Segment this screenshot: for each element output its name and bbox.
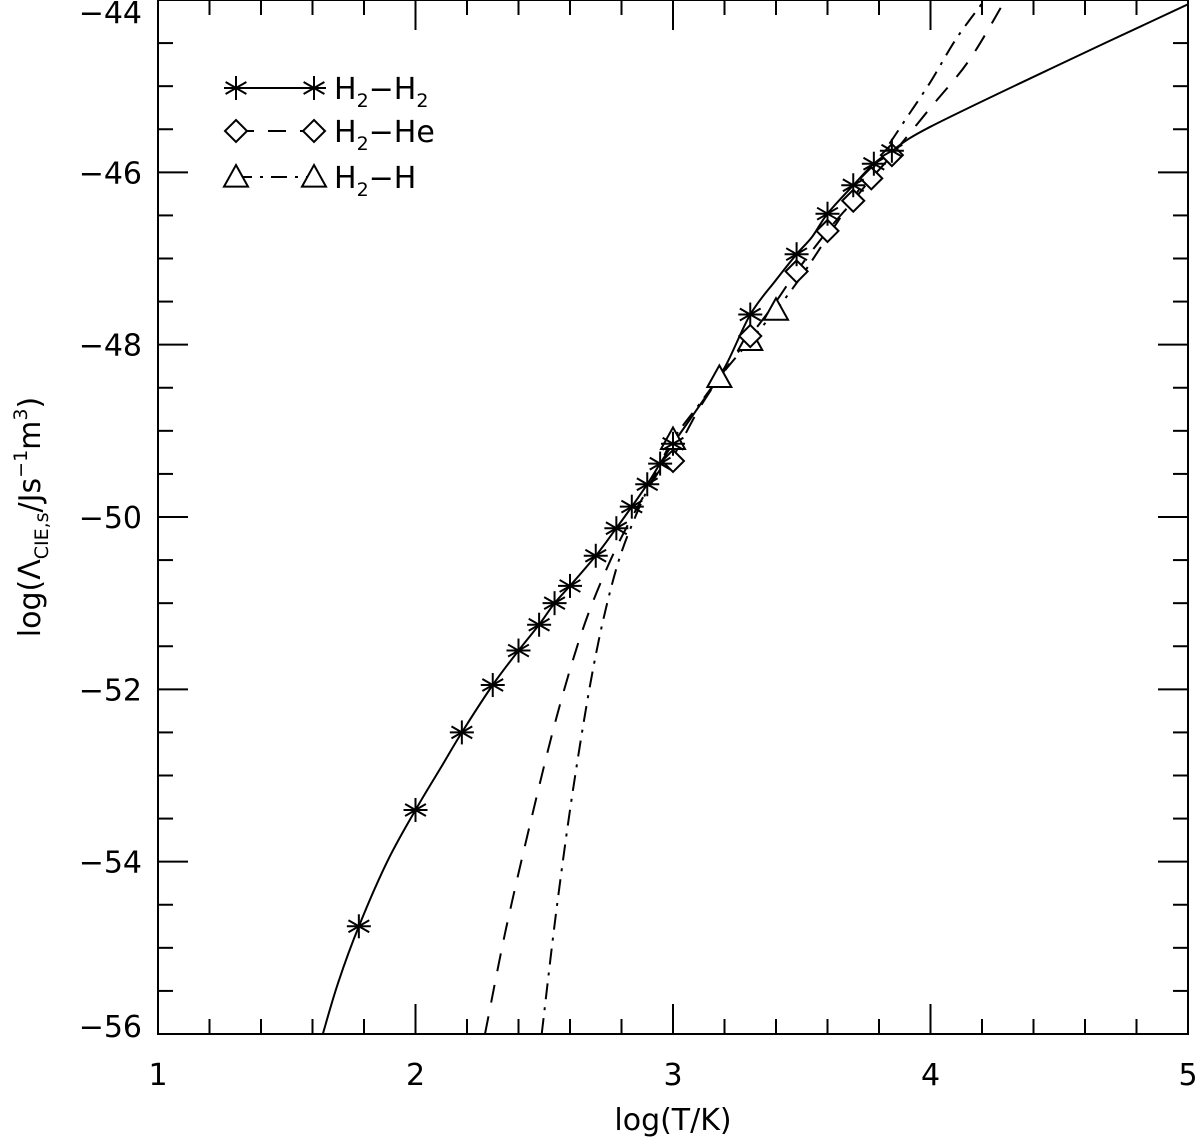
data-point-h2h2 (583, 543, 608, 568)
data-point-h2h2 (841, 173, 866, 198)
data-point-h2he (737, 323, 763, 349)
series-marks (321, 0, 1188, 1034)
legend-label-h2-he: H2−He (334, 115, 435, 155)
data-point-h2h2 (861, 151, 886, 176)
legend-marker-h2h2 (302, 76, 326, 100)
data-point-h2he (784, 259, 810, 284)
y-tick-label: −46 (79, 156, 142, 191)
x-tick-label: 1 (148, 1058, 167, 1093)
axis-ticks: 1 2 3 4 5 −56 −54 −52 −50 −48 −46 −44 (79, 0, 1198, 1093)
legend-entry-h2-he: H2−He (223, 115, 435, 155)
y-tick-label: −54 (79, 846, 142, 881)
data-point-h2h2 (784, 242, 809, 267)
data-point-h2h2 (558, 573, 582, 598)
legend-marker-h2h (222, 162, 250, 188)
data-point-h2h (705, 363, 734, 389)
data-point-h2h2 (542, 591, 567, 616)
series-line-h2he (484, 0, 1007, 1034)
legend-label-h2-h: H2−H (334, 161, 416, 201)
x-tick-label: 3 (663, 1058, 682, 1093)
plot-frame (157, 0, 1189, 1035)
data-point-h2h2 (648, 451, 673, 476)
data-point-h2h2 (619, 494, 644, 519)
y-tick-label: −48 (79, 329, 142, 364)
data-point-h2he (858, 165, 884, 191)
x-tick-label: 2 (406, 1058, 425, 1093)
data-point-h2h2 (346, 914, 371, 939)
data-point-h2h2 (403, 797, 428, 822)
data-point-h2h2 (815, 201, 840, 226)
data-point-h2he (660, 448, 686, 474)
legend-marker-h2h (300, 162, 328, 188)
y-tick-label: −50 (79, 501, 142, 536)
y-tick-label: −44 (79, 0, 142, 31)
series-line-h2h2 (321, 3, 1188, 1034)
data-point-h2h2 (604, 516, 629, 541)
data-point-h2h2 (506, 638, 531, 663)
legend-label-h2-h2: H2−H2 (334, 72, 428, 112)
data-point-h2h2 (449, 720, 474, 745)
y-axis-title: log(ΛCIE,s/Js−1m3) (10, 397, 53, 637)
x-axis-title: log(T/K) (614, 1103, 731, 1138)
legend-entry-h2-h: H2−H (222, 161, 416, 201)
data-point-h2h (762, 296, 790, 321)
legend-marker-h2he (223, 118, 249, 144)
data-point-h2h2 (480, 673, 505, 698)
data-point-h2he (840, 188, 866, 214)
data-point-h2h2 (635, 472, 660, 497)
y-tick-label: −52 (79, 673, 142, 708)
legend-entry-h2-h2: H2−H2 (224, 72, 428, 112)
x-tick-label: 4 (921, 1058, 940, 1093)
x-tick-label: 5 (1178, 1058, 1197, 1093)
data-point-h2h2 (738, 302, 763, 327)
data-point-h2h2 (879, 138, 904, 163)
legend-marker-h2he (301, 118, 327, 144)
data-point-h2h2 (527, 612, 552, 637)
data-point-h2he (815, 218, 840, 244)
data-point-h2h2 (661, 431, 685, 456)
legend-marker-h2h2 (224, 76, 248, 100)
series-line-h2h (540, 0, 986, 1034)
y-tick-label: −56 (79, 1010, 142, 1045)
legend: H2−H2 H2−He H2−H (222, 72, 435, 201)
